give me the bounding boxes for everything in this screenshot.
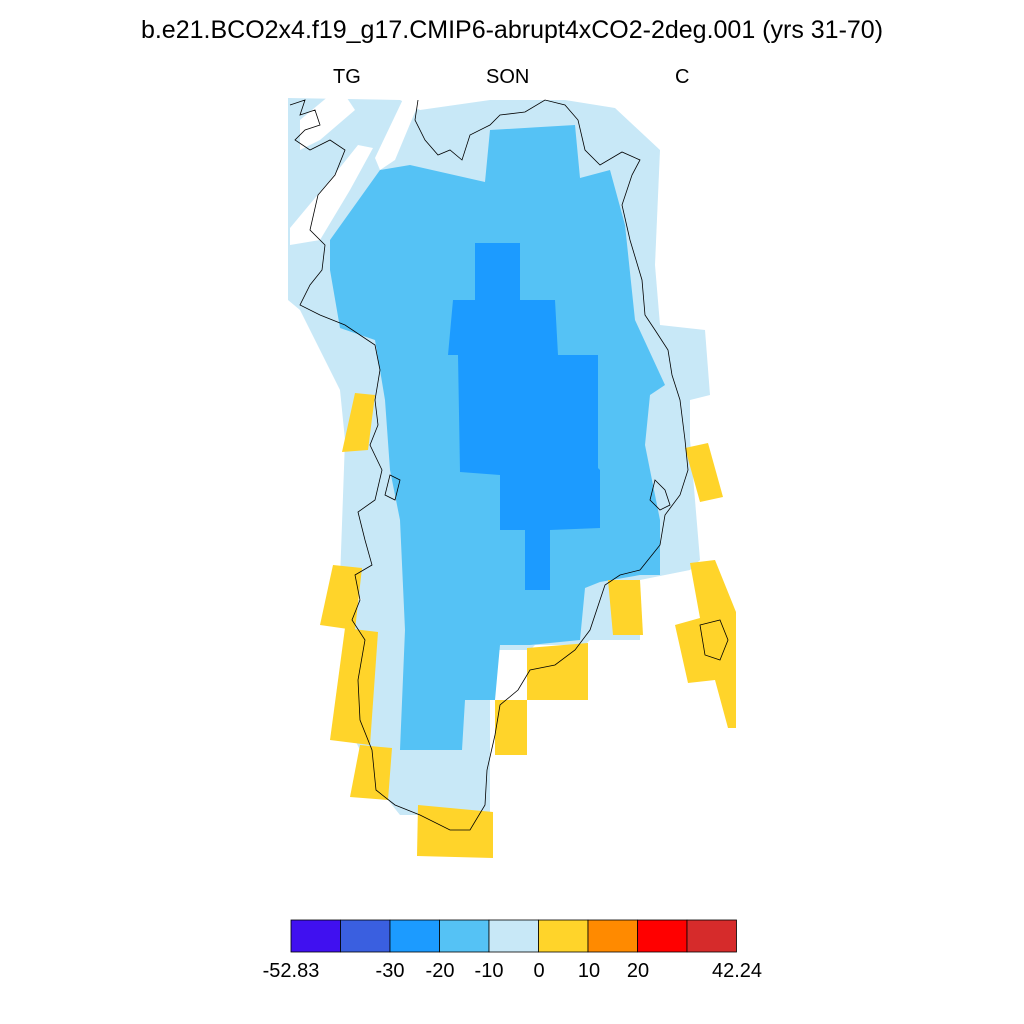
plot-title: b.e21.BCO2x4.f19_g17.CMIP6-abrupt4xCO2-2… [140,16,884,44]
colorbar-min-label: -52.83 [262,960,320,982]
colorbar-box [538,919,589,953]
colorbar-box [587,919,638,953]
colorbar-tick-label: 10 [577,960,601,982]
colorbar-box [488,919,539,953]
colorbar-tick-label: -10 [474,960,504,982]
variable-label: TG [333,66,361,88]
season-label: SON [486,66,530,88]
band-0-to-10 [320,393,736,858]
colorbar-tick-label: 0 [533,960,545,982]
band-minus30-to-minus20 [448,243,600,590]
colorbar-tick-label: 20 [626,960,650,982]
colorbar-box [686,919,737,953]
colorbar-box [290,919,341,953]
colorbar-tick-label: -20 [425,960,455,982]
colorbar-box [340,919,391,953]
colorbar-box [439,919,490,953]
coastline [289,99,729,831]
colorbar-max-label: 42.24 [711,960,763,982]
colorbar-box [389,919,440,953]
gap-top-left [290,95,420,245]
units-label: C [675,66,690,88]
colorbar-tick-label: -30 [375,960,405,982]
colorbar-box [637,919,688,953]
